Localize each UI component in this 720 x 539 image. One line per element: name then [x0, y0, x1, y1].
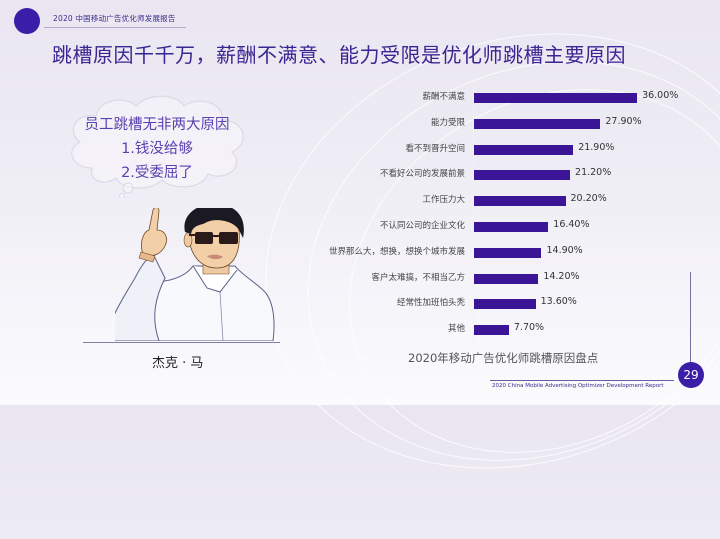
bar — [474, 299, 536, 310]
chart-bar-row: 其他 7.70% — [300, 320, 720, 340]
bar-value-label: 27.90% — [605, 115, 642, 127]
chart-bar-row: 经常性加班怕头秃 13.60% — [300, 294, 720, 314]
bar-value-label: 20.20% — [570, 193, 607, 205]
footer-divider — [490, 380, 674, 381]
bubble-line-2: 2.受委屈了 — [121, 165, 193, 181]
bar-value-label: 21.20% — [575, 167, 612, 179]
bar-value-label: 7.70% — [513, 322, 545, 334]
bar-category-label: 薪酬不满意 — [422, 92, 465, 102]
bar-category-label: 看不到晋升空间 — [405, 143, 465, 154]
chart-bar-row: 不看好公司的发展前景 21.20% — [300, 165, 720, 185]
page-marker-line — [690, 272, 691, 364]
bubble-line-heading: 员工跳槽无非两大原因 — [84, 117, 230, 133]
bar-category-label: 能力受限 — [430, 117, 465, 128]
bar-category-label: 不看好公司的发展前景 — [379, 169, 465, 180]
bar — [474, 325, 509, 336]
bar — [474, 170, 571, 181]
bar — [474, 118, 601, 129]
chart-bar-row: 工作压力大 20.20% — [300, 191, 720, 211]
chart-bar-row: 薪酬不满意 36.00% — [300, 88, 720, 108]
figure-baseline — [83, 342, 280, 343]
chart-bar-row: 不认同公司的企业文化 16.40% — [300, 217, 720, 237]
chart-axis — [473, 86, 474, 344]
footer-report-name: 2020 China Mobile Advertising Optimizer … — [492, 383, 664, 389]
header-divider — [44, 27, 186, 28]
bar-category-label: 经常性加班怕头秃 — [396, 298, 465, 309]
bar-category-label: 世界那么大，想换，想换个城市发展 — [328, 246, 465, 257]
thought-bubble-icon — [71, 95, 244, 198]
bar — [474, 222, 549, 232]
bar-value-label: 14.20% — [543, 270, 580, 282]
bar-value-label: 36.00% — [642, 90, 679, 101]
report-name: 2020 中国移动广告优化师发展报告 — [53, 14, 176, 23]
bar-category-label: 工作压力大 — [422, 195, 465, 206]
bar-category-label: 其他 — [447, 324, 465, 335]
bar-value-label: 14.90% — [546, 244, 583, 256]
chart-bar-row: 客户太难搞，不相当乙方 14.20% — [300, 269, 720, 289]
page-title: 跳槽原因千千万，薪酬不满意、能力受限是优化师跳槽主要原因 — [52, 43, 626, 67]
bar — [474, 196, 566, 207]
bar-value-label: 13.60% — [540, 296, 577, 308]
background-swirl — [241, 0, 720, 534]
bar — [474, 144, 574, 155]
chart-bar-row: 看不到晋升空间 21.90% — [300, 140, 720, 160]
bar-value-label: 21.90% — [578, 141, 615, 153]
chart-bar-row: 世界那么大，想换，想换个城市发展 14.90% — [300, 243, 720, 263]
bar-category-label: 不认同公司的企业文化 — [379, 221, 465, 231]
cartoon-figure-illustration — [115, 208, 275, 341]
bubble-line-1: 1.钱没给够 — [121, 141, 193, 157]
header-dot-icon — [14, 8, 40, 34]
bar — [474, 247, 542, 258]
page-number-badge: 29 — [678, 362, 704, 388]
bar — [474, 93, 638, 103]
figure-name-label: 杰克 · 马 — [152, 356, 204, 371]
chart-title: 2020年移动广告优化师跳槽原因盘点 — [408, 351, 599, 365]
bar — [474, 273, 539, 284]
bar-value-label: 16.40% — [553, 219, 590, 230]
chart-bar-row: 能力受限 27.90% — [300, 114, 720, 134]
bar-category-label: 客户太难搞，不相当乙方 — [371, 272, 465, 283]
